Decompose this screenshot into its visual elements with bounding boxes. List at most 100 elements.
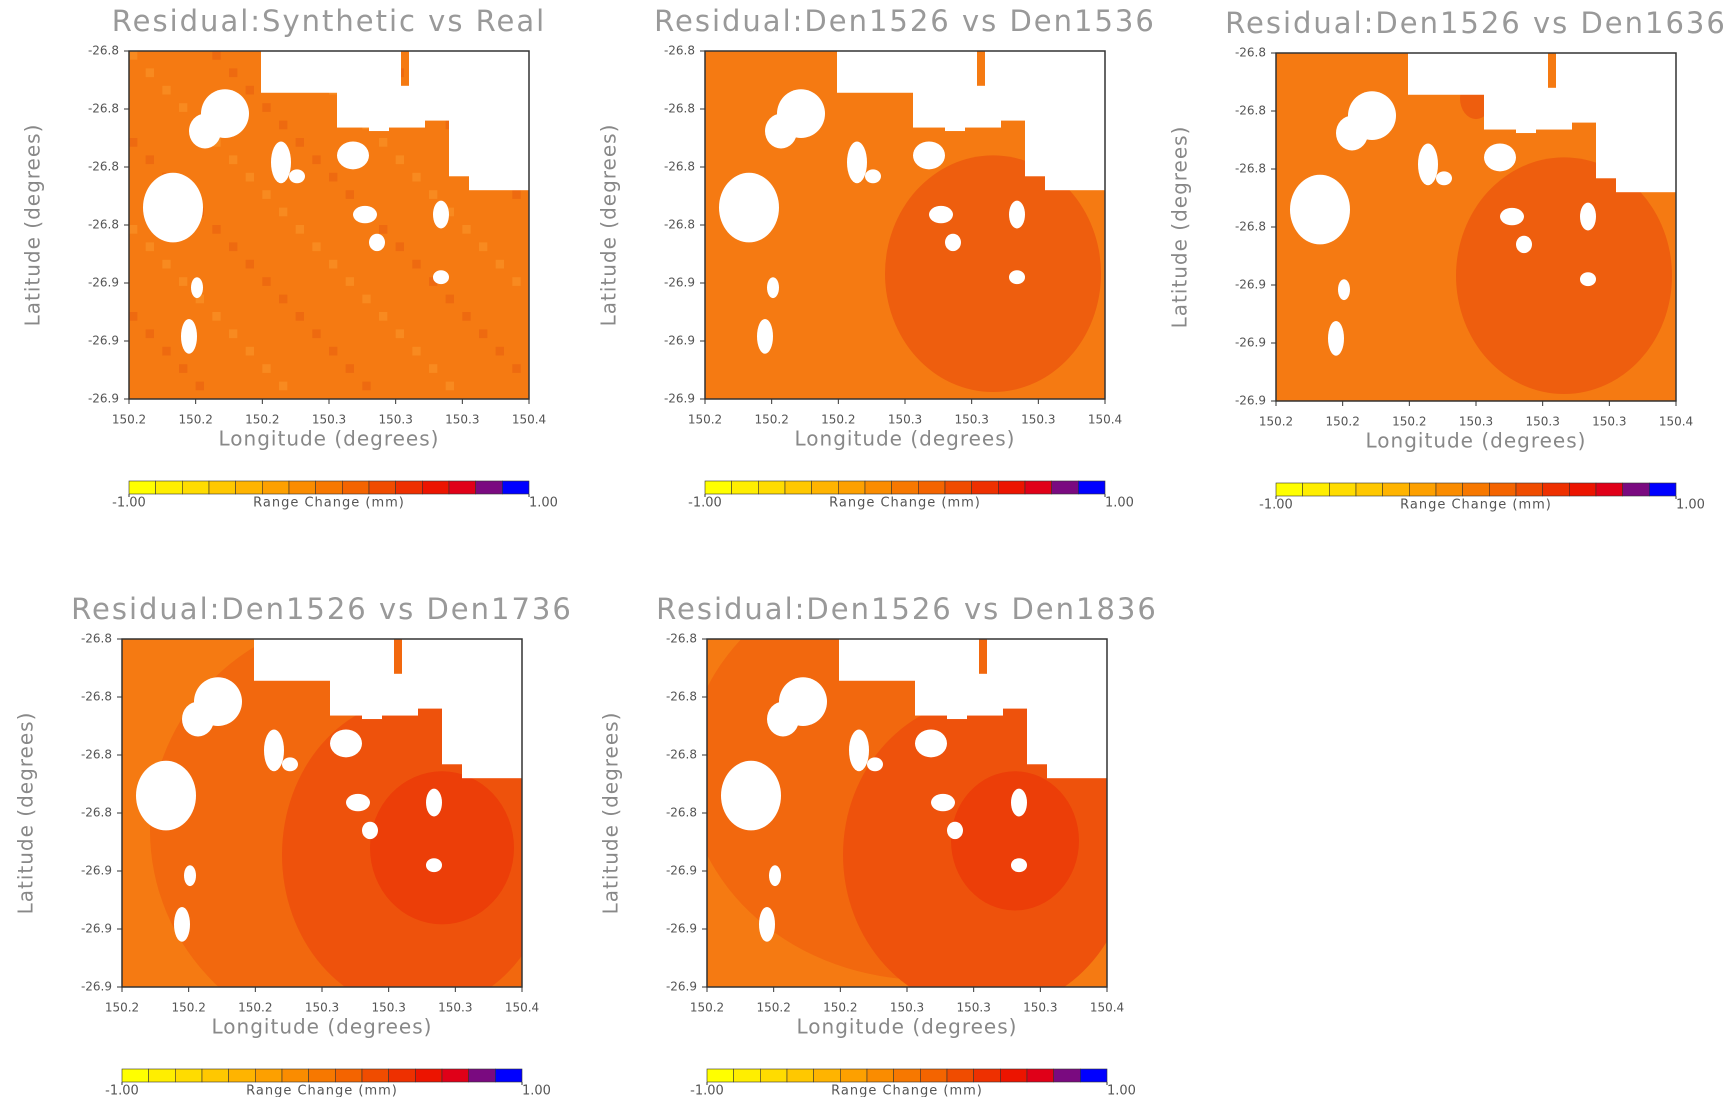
- speckle: [162, 85, 171, 95]
- speckle: [462, 225, 471, 234]
- colorbar-label: Range Change (mm): [246, 1084, 398, 1097]
- speckle: [495, 346, 504, 356]
- speckle: [262, 364, 271, 373]
- colorbar-tick-label: -1.00: [690, 1084, 724, 1097]
- no-data: [947, 666, 967, 720]
- speckle: [162, 259, 171, 269]
- no-data: [1338, 279, 1350, 301]
- no-data: [362, 821, 378, 840]
- speckle: [179, 103, 188, 112]
- no-data: [181, 318, 197, 354]
- y-tick-label: -26.9: [666, 864, 697, 878]
- no-data: [1580, 272, 1596, 287]
- x-axis-label: Longitude (degrees): [212, 1015, 433, 1039]
- colorbar-box: [335, 1068, 363, 1083]
- colorbar-tick-label: -1.00: [112, 496, 146, 511]
- colorbar-box: [1080, 1068, 1108, 1083]
- colorbar-box: [235, 480, 263, 495]
- colorbar-box: [128, 480, 156, 495]
- colorbar-box: [1024, 480, 1052, 495]
- x-tick-label: 150.3: [445, 413, 479, 427]
- colorbar-box: [838, 480, 866, 495]
- no-data: [136, 760, 196, 831]
- colorbar-box: [1489, 482, 1517, 497]
- y-tick-label: -26.8: [1235, 104, 1266, 118]
- x-tick-label: 150.2: [105, 1001, 139, 1015]
- colorbar-box: [395, 480, 423, 495]
- colorbar-box: [448, 480, 476, 495]
- field: [1276, 53, 1676, 401]
- contour: [370, 771, 514, 925]
- colorbar-box: [475, 480, 503, 495]
- speckle: [195, 381, 204, 391]
- panel-title: Residual:Synthetic vs Real: [112, 4, 546, 38]
- no-data: [929, 205, 953, 224]
- x-tick-label: 150.2: [171, 1001, 205, 1015]
- y-tick-label: -26.8: [81, 632, 112, 646]
- y-tick-label: -26.9: [1235, 394, 1266, 408]
- colorbar-tick-label: -1.00: [688, 496, 722, 511]
- no-data: [191, 277, 203, 299]
- speckle: [179, 364, 188, 373]
- speckle: [512, 277, 521, 286]
- speckle: [229, 68, 238, 78]
- speckle: [512, 190, 521, 199]
- speckle: [412, 172, 421, 182]
- colorbar-tick-label: 1.00: [1676, 498, 1705, 513]
- no-data: [346, 793, 370, 812]
- no-data: [184, 865, 196, 887]
- speckle: [379, 138, 388, 147]
- no-data: [769, 865, 781, 887]
- speckle: [362, 381, 371, 391]
- y-tick-label: -26.8: [1235, 220, 1266, 234]
- contour: [885, 155, 1101, 393]
- speckle: [229, 155, 238, 165]
- panel-title: Residual:Den1526 vs Den1836: [656, 592, 1158, 626]
- no-data: [264, 729, 284, 772]
- no-data: [409, 51, 529, 121]
- x-tick-label: 150.3: [1021, 413, 1055, 427]
- colorbar-box: [893, 1068, 921, 1083]
- x-tick-label: 150.2: [756, 1001, 790, 1015]
- y-axis-label: Latitude (degrees): [599, 712, 623, 915]
- no-data: [945, 78, 965, 132]
- colorbar-box: [1275, 482, 1303, 497]
- no-data: [1616, 174, 1676, 193]
- colorbar-box: [973, 1068, 1001, 1083]
- colorbar-label: Range Change (mm): [253, 496, 405, 511]
- no-data: [1516, 80, 1536, 134]
- no-data: [1418, 143, 1438, 186]
- colorbar-box: [1595, 482, 1623, 497]
- no-data: [362, 666, 382, 720]
- colorbar-box: [1329, 482, 1357, 497]
- no-data: [767, 277, 779, 299]
- no-data: [337, 141, 369, 170]
- x-tick-label: 150.2: [1259, 415, 1293, 429]
- y-tick-label: -26.9: [81, 922, 112, 936]
- y-tick-label: -26.8: [81, 806, 112, 820]
- speckle: [312, 329, 321, 339]
- colorbar-box: [182, 480, 210, 495]
- map-panel: Residual:Synthetic vs Real -26.8 -26.8 -26.…: [21, 4, 558, 511]
- speckle: [279, 381, 288, 391]
- speckle: [162, 346, 171, 356]
- y-tick-label: -26.8: [666, 748, 697, 762]
- x-tick-label: 150.3: [956, 1001, 990, 1015]
- speckle: [212, 312, 221, 321]
- speckle: [395, 329, 404, 339]
- speckle: [195, 294, 204, 304]
- no-data: [759, 906, 775, 942]
- no-data: [143, 172, 203, 243]
- speckle: [145, 68, 154, 78]
- colorbar-box: [998, 480, 1026, 495]
- speckle: [395, 155, 404, 165]
- y-tick-label: -26.9: [88, 334, 119, 348]
- x-tick-label: 150.2: [1325, 415, 1359, 429]
- colorbar-box: [502, 480, 530, 495]
- colorbar-box: [758, 480, 786, 495]
- map-panel: Residual:Den1526 vs Den1836 -26.8 -26.8 -26…: [599, 592, 1158, 1097]
- no-data: [402, 639, 522, 709]
- colorbar-box: [811, 480, 839, 495]
- speckle: [245, 259, 254, 269]
- no-data: [719, 172, 779, 243]
